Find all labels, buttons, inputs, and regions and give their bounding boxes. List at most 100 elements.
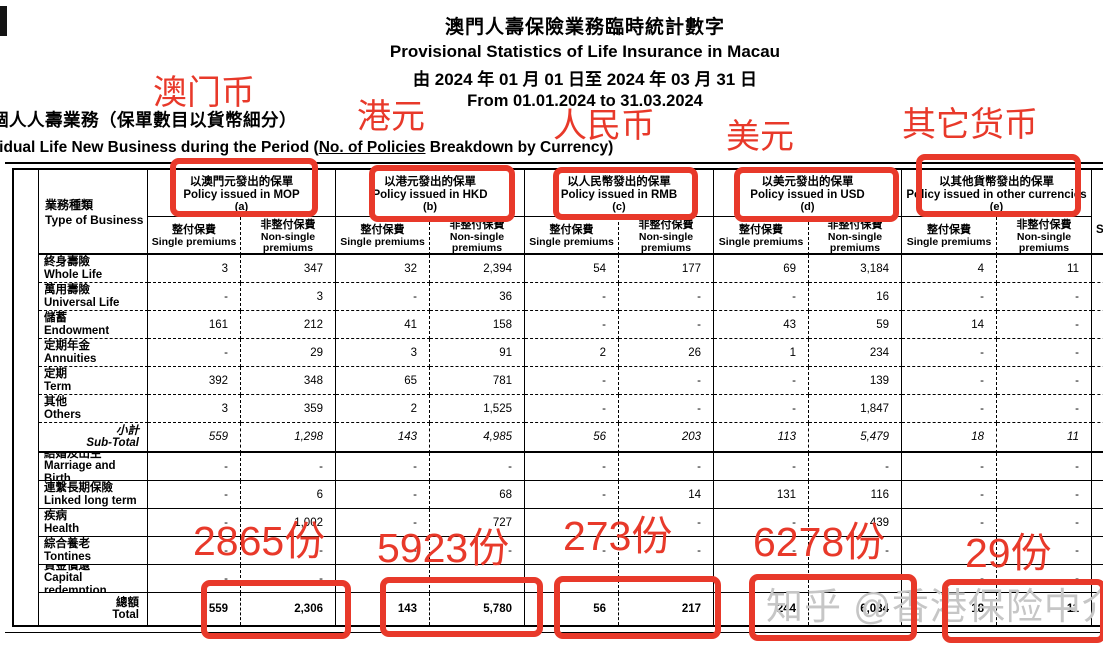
cell-marriage-and-birth-mop-nonsingle: - [241,453,336,481]
cell-marriage-and-birth-other-single: - [902,453,997,481]
cell-marriage-and-birth-usd-single: - [714,453,809,481]
cell-whole-life-other-nonsingle: 11 [997,255,1092,283]
cell-total-usd-single: 244 [714,593,809,625]
cell-health-usd-nonsingle: 439 [809,509,902,537]
subheader-hkd-nonsingle: 非整付保費 Non-single premiums [430,217,525,255]
cell-universal-life-mop-single: - [148,283,241,311]
cell-whole-life-mop-single: 3 [148,255,241,283]
title-english: Provisional Statistics of Life Insurance… [389,42,781,61]
table-left-margin-column [14,170,39,625]
cell-linked-long-term-hkd-single: - [336,481,430,509]
row-label-marriage-and-birth: 結婚及出生 Marriage and Birth [39,453,148,481]
row-label-term: 定期 Term [39,367,148,395]
row-label-universal-life: 萬用壽險 Universal Life [39,283,148,311]
highlight-box-other-total [942,579,1103,643]
cell-tontines-rmb-single: - [525,537,619,565]
cell-endowment-mop-nonsingle: 212 [241,311,336,339]
highlight-box-hkd-header [369,165,515,222]
highlight-box-other-header [916,154,1081,217]
cell-universal-life-other-single: - [902,283,997,311]
cell-total-other-nonsingle: 11 [997,593,1092,625]
row-label-health: 疾病 Health [39,509,148,537]
cell-others-usd-single: - [714,395,809,423]
cell-annuities-cutoff [1092,339,1103,367]
cell-capital-redemption-mop-single: - [148,565,241,593]
cell-sub-total-hkd-single: 143 [336,423,430,453]
cell-term-hkd-single: 65 [336,367,430,395]
cell-marriage-and-birth-rmb-nonsingle: - [619,453,714,481]
annotation-currency-usd: 美元 [726,118,794,156]
cell-annuities-other-nonsingle: - [997,339,1092,367]
type-of-business-zh: 業務種類 [45,198,94,212]
header-group-cutoff-total: S [1092,170,1103,255]
annotation-currency-mop: 澳门币 [153,74,255,112]
cell-marriage-and-birth-cutoff [1092,453,1103,481]
section-heading-english: Individual Life New Business during the … [0,139,614,156]
cell-endowment-rmb-nonsingle: - [619,311,714,339]
cell-term-mop-single: 392 [148,367,241,395]
cell-health-rmb-single: - [525,509,619,537]
cell-whole-life-usd-nonsingle: 3,184 [809,255,902,283]
cell-marriage-and-birth-hkd-nonsingle: - [430,453,525,481]
cell-linked-long-term-other-nonsingle: - [997,481,1092,509]
cell-endowment-hkd-single: 41 [336,311,430,339]
row-label-others: 其他 Others [39,395,148,423]
cell-whole-life-other-single: 4 [902,255,997,283]
cell-total-other-single: 18 [902,593,997,625]
type-of-business-en: Type of Business [45,213,144,227]
cell-sub-total-rmb-single: 56 [525,423,619,453]
cell-tontines-hkd-nonsingle: - [430,537,525,565]
cell-annuities-mop-nonsingle: 29 [241,339,336,367]
cell-annuities-usd-single: 1 [714,339,809,367]
cell-sub-total-mop-nonsingle: 1,298 [241,423,336,453]
row-label-whole-life: 終身壽險 Whole Life [39,255,148,283]
cell-linked-long-term-hkd-nonsingle: 68 [430,481,525,509]
highlight-box-rmb-total [554,576,721,639]
underlined-phrase: No. of Policies [318,139,426,156]
document-title-block: 澳門人壽保險業務臨時統計數字 Provisional Statistics of… [280,12,890,111]
cell-tontines-usd-nonsingle: - [809,537,902,565]
cell-sub-total-mop-single: 559 [148,423,241,453]
cell-term-usd-nonsingle: 139 [809,367,902,395]
cell-term-mop-nonsingle: 348 [241,367,336,395]
cell-marriage-and-birth-rmb-single: - [525,453,619,481]
cell-others-rmb-nonsingle: - [619,395,714,423]
row-label-sub-total: 小計 Sub-Total [39,423,148,453]
cell-health-hkd-single: - [336,509,430,537]
cell-total-hkd-nonsingle: 5,780 [430,593,525,625]
cell-annuities-rmb-single: 2 [525,339,619,367]
cell-endowment-hkd-nonsingle: 158 [430,311,525,339]
cell-others-mop-nonsingle: 359 [241,395,336,423]
row-label-total: 總額 Total [39,593,148,625]
cell-term-other-nonsingle: - [997,367,1092,395]
horizontal-rule-top [5,162,1103,164]
cell-whole-life-hkd-nonsingle: 2,394 [430,255,525,283]
cell-health-other-single: - [902,509,997,537]
cell-endowment-cutoff [1092,311,1103,339]
subheader-other-single: 整付保費 Single premiums [902,217,997,255]
annotation-count-other: 29份 [965,530,1052,576]
cell-health-mop-single: - [148,509,241,537]
row-label-endowment: 儲蓄 Endowment [39,311,148,339]
cell-annuities-hkd-single: 3 [336,339,430,367]
annotation-count-mop: 2865份 [193,518,326,564]
cell-others-hkd-nonsingle: 1,525 [430,395,525,423]
row-label-linked-long-term: 連繫長期保險 Linked long term [39,481,148,509]
statistics-table: 業務種類 Type of Business 以澳門元發出的保單 Policy is… [12,168,1103,627]
annotation-count-hkd: 5923份 [377,525,510,571]
subheader-hkd-single: 整付保費 Single premiums [336,217,430,255]
cell-health-mop-nonsingle: 1,002 [241,509,336,537]
cell-tontines-mop-single: - [148,537,241,565]
cell-sub-total-other-single: 18 [902,423,997,453]
annotation-count-usd: 6278份 [753,519,886,565]
cell-universal-life-other-nonsingle: - [997,283,1092,311]
cell-tontines-cutoff [1092,537,1103,565]
row-label-tontines: 綜合養老 Tontines [39,537,148,565]
cell-marriage-and-birth-hkd-single: - [336,453,430,481]
subheader-other-nonsingle: 非整付保費 Non-single premiums [997,217,1092,255]
cell-whole-life-rmb-single: 54 [525,255,619,283]
cell-whole-life-mop-nonsingle: 347 [241,255,336,283]
cell-universal-life-mop-nonsingle: 3 [241,283,336,311]
cell-endowment-mop-single: 161 [148,311,241,339]
date-range-english: From 01.01.2024 to 31.03.2024 [467,92,703,110]
